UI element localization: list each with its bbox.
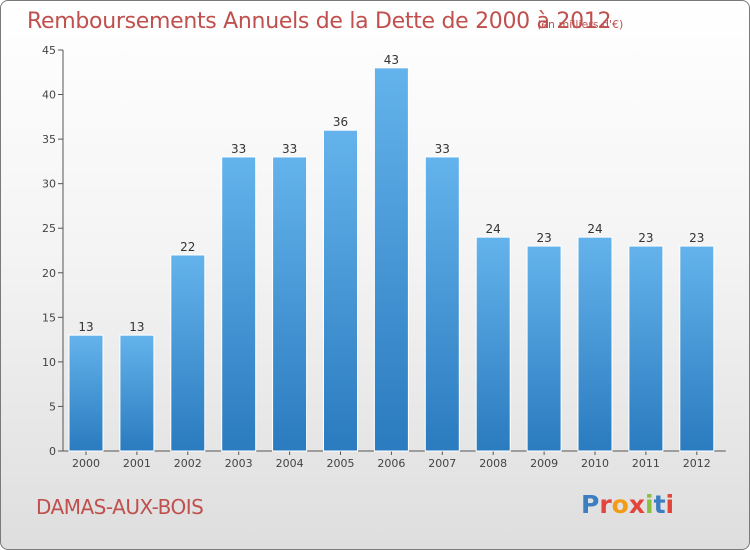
bar-2002 (170, 254, 206, 452)
bar-2000 (68, 334, 104, 452)
y-tick-label: 10 (42, 356, 56, 369)
chart-title: Remboursements Annuels de la Dette de 20… (27, 9, 612, 34)
x-tick-label: 2007 (428, 457, 456, 470)
y-tick-label: 45 (42, 44, 56, 57)
logo-letter: x (628, 490, 645, 519)
bar-2006 (373, 67, 409, 452)
bar-2012 (679, 245, 715, 452)
x-tick-label: 2008 (479, 457, 507, 470)
bar-2007 (424, 156, 460, 452)
x-tick-label: 2012 (683, 457, 711, 470)
data-label: 13 (129, 320, 144, 334)
bar-2009 (526, 245, 562, 452)
bar-2011 (628, 245, 664, 452)
data-label: 23 (638, 231, 653, 245)
y-tick-label: 30 (42, 178, 56, 191)
data-label: 33 (231, 142, 246, 156)
data-label: 13 (78, 320, 93, 334)
y-tick-label: 15 (42, 311, 56, 324)
data-label: 24 (486, 222, 501, 236)
data-label: 33 (435, 142, 450, 156)
data-label: 24 (587, 222, 602, 236)
x-tick-label: 2001 (123, 457, 151, 470)
chart-unit-label: (en milliers d'€) (537, 18, 624, 31)
bar-2001 (119, 334, 155, 452)
x-tick-label: 2011 (632, 457, 660, 470)
x-tick-label: 2005 (327, 457, 355, 470)
bar-2010 (577, 236, 613, 452)
x-tick-label: 2009 (530, 457, 558, 470)
data-label: 23 (689, 231, 704, 245)
logo-letter: i (645, 490, 654, 519)
x-tick-label: 2000 (72, 457, 100, 470)
logo-letter: o (611, 490, 629, 519)
proxiti-logo: Proxiti (581, 490, 674, 519)
data-label: 36 (333, 115, 348, 129)
y-tick-label: 40 (42, 89, 56, 102)
data-label: 23 (536, 231, 551, 245)
y-tick-label: 0 (49, 445, 56, 458)
logo-letter: i (665, 490, 675, 519)
y-tick-label: 5 (49, 400, 56, 413)
bar-2005 (323, 129, 358, 452)
x-tick-label: 2003 (225, 457, 253, 470)
logo-letter: P (581, 490, 600, 519)
y-tick-label: 20 (42, 267, 56, 280)
logo-letter: r (599, 490, 612, 519)
x-tick-label: 2004 (276, 457, 304, 470)
bar-2004 (272, 156, 308, 452)
y-tick-label: 25 (42, 222, 56, 235)
bar-2003 (221, 156, 257, 452)
x-tick-label: 2006 (377, 457, 405, 470)
logo-letter: t (653, 490, 666, 519)
data-label: 22 (180, 240, 195, 254)
data-label: 33 (282, 142, 297, 156)
bar-2008 (475, 236, 511, 452)
x-tick-label: 2010 (581, 457, 609, 470)
x-tick-label: 2002 (174, 457, 202, 470)
town-name: DAMAS-AUX-BOIS (36, 495, 204, 519)
data-label: 43 (384, 53, 399, 67)
y-tick-label: 35 (42, 133, 56, 146)
